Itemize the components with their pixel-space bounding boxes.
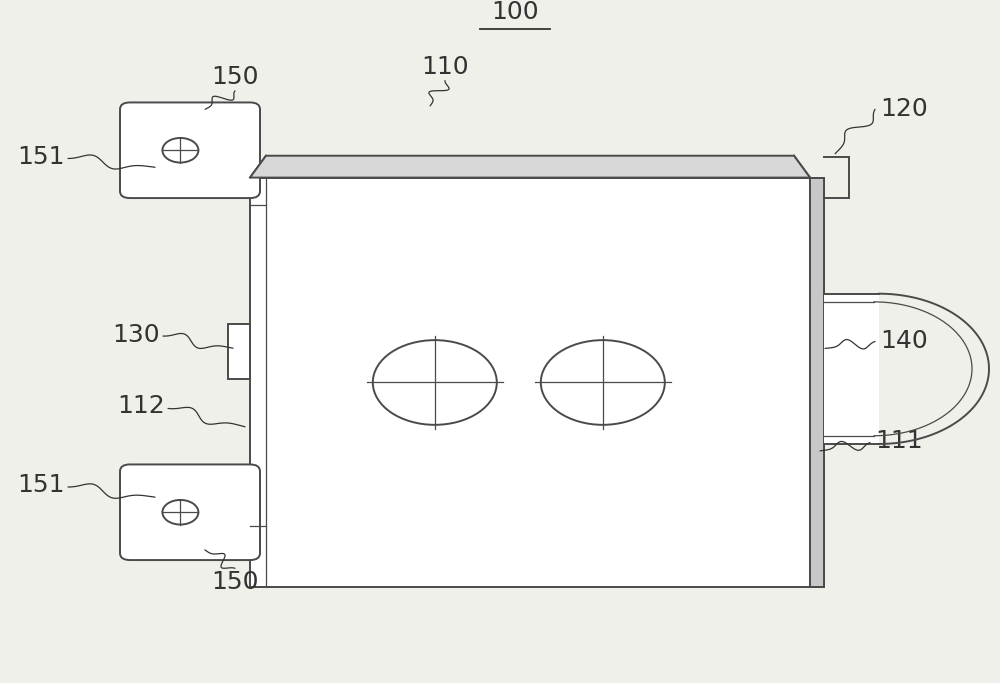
Text: 150: 150 [211, 570, 259, 594]
Text: 151: 151 [18, 473, 65, 497]
Text: 112: 112 [117, 394, 165, 419]
FancyBboxPatch shape [120, 464, 260, 560]
Polygon shape [810, 178, 824, 587]
Text: 150: 150 [211, 65, 259, 89]
Text: 140: 140 [880, 329, 928, 354]
FancyBboxPatch shape [120, 102, 260, 198]
Text: 151: 151 [18, 145, 65, 169]
Bar [824, 294, 879, 444]
Polygon shape [250, 156, 810, 178]
Text: 110: 110 [421, 55, 469, 79]
Text: 120: 120 [880, 97, 928, 122]
Bar [228, 324, 250, 379]
Bar [250, 178, 810, 587]
Text: 100: 100 [491, 0, 539, 24]
Text: 130: 130 [112, 322, 160, 347]
Text: 111: 111 [875, 428, 923, 453]
